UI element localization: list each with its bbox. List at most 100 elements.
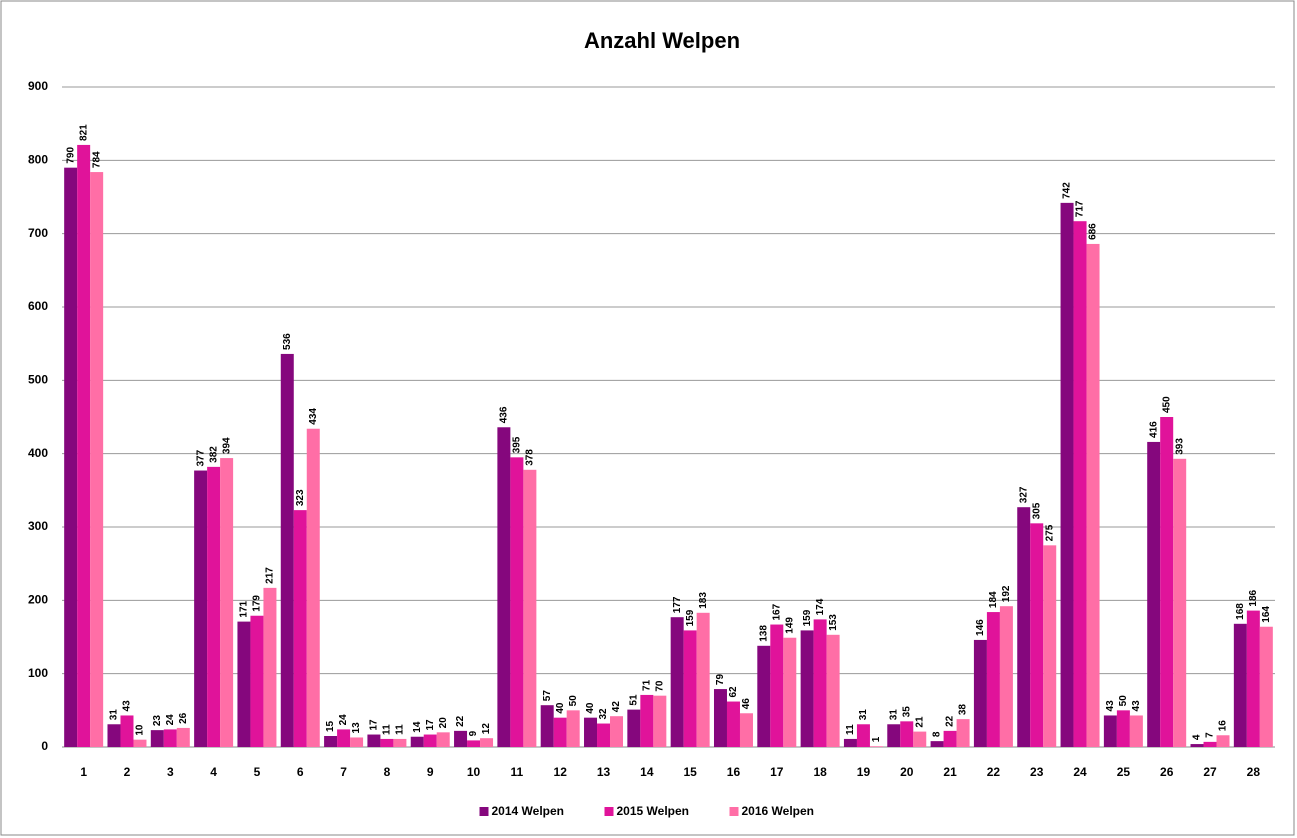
value-label: 38 (958, 704, 969, 716)
bar (696, 612, 710, 747)
x-tick-label: 16 (727, 765, 741, 779)
bar (956, 719, 970, 747)
x-tick-label: 27 (1203, 765, 1217, 779)
value-label: 22 (945, 715, 956, 727)
value-label: 31 (888, 709, 899, 721)
bar (220, 458, 234, 747)
bar (380, 738, 394, 747)
value-label: 17 (369, 719, 380, 731)
value-label: 7 (1205, 732, 1216, 738)
value-label: 171 (239, 600, 250, 617)
value-label: 26 (178, 712, 189, 724)
value-label: 17 (425, 719, 436, 731)
x-tick-label: 2 (124, 765, 131, 779)
value-label: 71 (641, 679, 652, 691)
x-tick-label: 3 (167, 765, 174, 779)
bar (584, 717, 598, 747)
bar (826, 634, 840, 747)
value-label: 70 (654, 680, 665, 692)
value-label: 23 (152, 715, 163, 727)
value-label: 40 (555, 702, 566, 714)
bar (856, 724, 870, 747)
bar (64, 167, 78, 747)
bar (1060, 202, 1074, 747)
bar (783, 637, 797, 747)
bar (480, 738, 494, 747)
value-label: 394 (221, 437, 232, 454)
value-label: 24 (338, 714, 349, 726)
value-label: 217 (265, 567, 276, 584)
bar (194, 470, 208, 747)
bar (726, 701, 740, 747)
bar (640, 694, 654, 747)
value-label: 159 (802, 609, 813, 626)
bar (973, 639, 987, 747)
x-tick-label: 17 (770, 765, 784, 779)
value-label: 43 (1131, 700, 1142, 712)
x-tick-label: 11 (511, 765, 524, 779)
bar (869, 746, 883, 747)
value-label: 153 (828, 614, 839, 631)
bar (306, 428, 320, 747)
value-label: 4 (1192, 734, 1203, 740)
x-tick-label: 8 (384, 765, 391, 779)
value-label: 821 (78, 124, 89, 141)
legend-swatch (604, 807, 614, 816)
bar (1190, 744, 1204, 747)
value-label: 43 (122, 700, 133, 712)
value-label: 434 (308, 408, 319, 425)
x-tick-label: 6 (297, 765, 304, 779)
value-label: 42 (611, 701, 622, 713)
value-label: 12 (481, 723, 492, 735)
value-label: 43 (1105, 700, 1116, 712)
value-label: 24 (165, 714, 176, 726)
value-label: 450 (1161, 396, 1172, 413)
value-label: 138 (758, 625, 769, 642)
bar (757, 645, 771, 747)
value-label: 378 (525, 449, 536, 466)
value-label: 79 (715, 674, 726, 686)
y-tick-label: 800 (28, 153, 48, 167)
value-label: 31 (858, 709, 869, 721)
x-tick-label: 12 (554, 765, 568, 779)
x-tick-label: 25 (1117, 765, 1131, 779)
bar (90, 172, 104, 748)
value-label: 57 (542, 690, 553, 702)
x-tick-label: 18 (813, 765, 827, 779)
bar (77, 144, 91, 747)
y-tick-label: 700 (28, 226, 48, 240)
bar (713, 689, 727, 747)
bar (986, 612, 1000, 747)
x-tick-label: 28 (1247, 765, 1261, 779)
bar (1073, 221, 1087, 747)
legend-label: 2016 Welpen (742, 804, 814, 818)
value-label: 146 (975, 619, 986, 636)
value-label: 11 (395, 724, 406, 735)
y-tick-label: 0 (41, 739, 48, 753)
value-label: 275 (1044, 524, 1055, 541)
value-label: 159 (685, 609, 696, 626)
bar (540, 705, 554, 747)
x-tick-label: 22 (987, 765, 1001, 779)
x-tick-label: 20 (900, 765, 914, 779)
value-label: 35 (901, 706, 912, 718)
bar (1246, 610, 1260, 747)
x-tick-label: 1 (80, 765, 87, 779)
bar (930, 741, 944, 747)
bar (627, 709, 641, 747)
value-label: 10 (135, 724, 146, 736)
value-label: 416 (1148, 421, 1159, 438)
value-label: 149 (784, 617, 795, 634)
x-tick-label: 10 (467, 765, 481, 779)
value-label: 395 (512, 436, 523, 453)
value-label: 179 (252, 595, 263, 612)
value-label: 327 (1018, 486, 1029, 503)
x-tick-label: 21 (943, 765, 957, 779)
x-tick-label: 15 (683, 765, 697, 779)
bar (1216, 735, 1230, 747)
bar (900, 721, 914, 747)
value-label: 62 (728, 686, 739, 698)
value-label: 16 (1218, 720, 1229, 732)
legend-label: 2014 Welpen (492, 804, 564, 818)
value-label: 11 (382, 724, 393, 735)
